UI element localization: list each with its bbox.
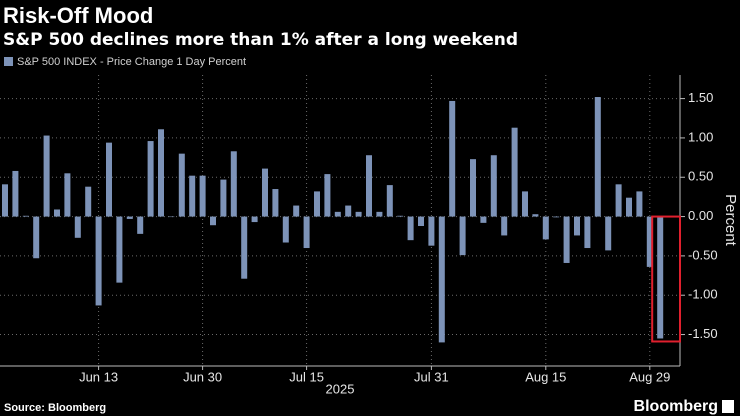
bar — [272, 189, 279, 217]
bar — [407, 216, 414, 241]
y-tick-label: 0.00 — [688, 208, 713, 223]
bar — [470, 159, 476, 217]
x-tick-label: Aug 29 — [629, 369, 670, 384]
bar — [126, 216, 133, 219]
bar — [532, 214, 539, 217]
chart-subtitle: S&P 500 declines more than 1% after a lo… — [3, 30, 518, 50]
bar — [376, 211, 383, 217]
bar — [626, 197, 632, 217]
bar — [147, 141, 154, 217]
y-tick-label: -1.50 — [688, 326, 718, 341]
y-tick-label: 1.50 — [688, 90, 713, 105]
bar — [2, 184, 8, 217]
bar — [64, 173, 71, 217]
bar — [449, 100, 456, 217]
bar — [522, 191, 528, 217]
bar — [490, 155, 497, 217]
bar — [262, 168, 268, 217]
x-tick-label: Jun 30 — [183, 369, 222, 384]
bar — [199, 175, 206, 217]
bar — [189, 175, 196, 217]
bar — [116, 216, 123, 283]
bar — [480, 216, 487, 223]
bar — [459, 216, 466, 256]
x-tick-label: Jun 13 — [79, 369, 118, 384]
bar — [95, 216, 102, 306]
bar — [501, 216, 508, 236]
legend-swatch — [4, 57, 13, 66]
x-tick-label: Jul 31 — [414, 369, 449, 384]
y-tick-label: 1.00 — [688, 129, 713, 144]
bar — [158, 129, 164, 217]
bar — [386, 185, 393, 217]
bar — [314, 191, 320, 217]
y-axis-title: Percent — [722, 194, 739, 247]
bar — [293, 205, 300, 217]
highlight-box — [651, 215, 682, 343]
bar — [594, 97, 601, 217]
bar — [553, 216, 560, 218]
brand-logo — [722, 400, 734, 413]
bar — [542, 216, 549, 240]
bar — [574, 216, 580, 236]
bar — [636, 191, 643, 217]
bar — [303, 216, 310, 249]
bar — [418, 216, 424, 227]
bar — [220, 179, 227, 217]
bar — [251, 216, 258, 223]
bar — [428, 216, 435, 246]
y-tick-label: -1.00 — [688, 287, 718, 302]
bar — [438, 216, 445, 343]
bar — [657, 216, 664, 339]
bar — [33, 216, 40, 259]
y-tick-label: 0.50 — [688, 169, 713, 184]
bar — [22, 215, 29, 217]
bar — [210, 216, 216, 226]
x-tick-label: Aug 15 — [525, 369, 566, 384]
bar — [282, 216, 289, 243]
bar — [137, 216, 144, 234]
bar — [85, 186, 92, 217]
bar — [178, 153, 185, 217]
bar — [230, 151, 237, 217]
brand: Bloomberg — [634, 398, 718, 415]
y-tick-label: -0.50 — [688, 247, 718, 262]
bar — [106, 142, 112, 217]
bar — [646, 216, 653, 267]
bar — [241, 216, 248, 279]
bar — [397, 215, 404, 217]
bar — [355, 211, 362, 217]
bar — [563, 216, 570, 263]
bar — [74, 216, 81, 238]
bar — [334, 211, 341, 217]
x-axis-title: 2025 — [326, 381, 355, 396]
bar — [605, 216, 612, 251]
chart-title: Risk-Off Mood — [3, 3, 153, 28]
bar — [366, 155, 372, 217]
bar — [511, 127, 518, 217]
source: Source: Bloomberg — [4, 402, 106, 414]
bar — [584, 216, 591, 249]
legend-label: S&P 500 INDEX - Price Change 1 Day Perce… — [17, 56, 246, 68]
bar — [324, 174, 331, 217]
bar — [168, 216, 175, 218]
bar — [615, 184, 622, 217]
bar — [345, 205, 352, 217]
x-tick-label: Jul 15 — [289, 369, 324, 384]
bar — [54, 209, 60, 217]
bar — [12, 170, 19, 217]
bar — [43, 135, 50, 217]
